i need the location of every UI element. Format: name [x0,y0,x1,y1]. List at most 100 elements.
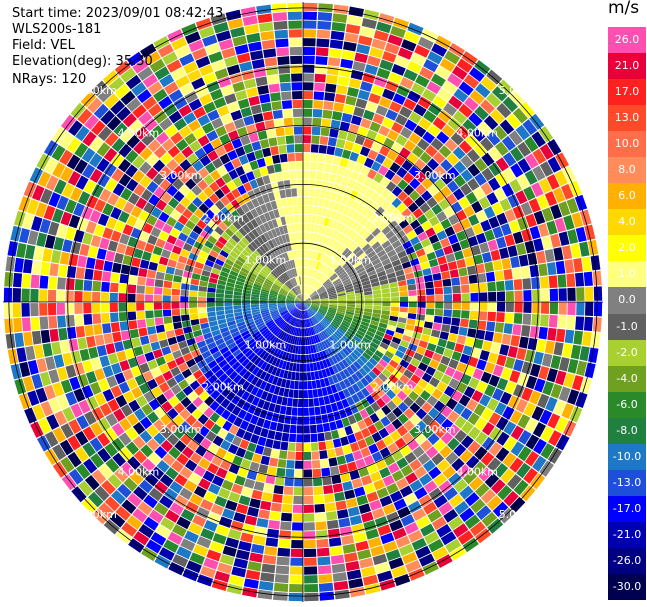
velocity-gate [214,495,228,508]
velocity-gate [430,73,446,87]
velocity-gate [289,279,295,288]
velocity-gate [260,307,269,312]
velocity-gate [225,241,235,251]
velocity-gate [303,91,314,100]
velocity-gate [359,355,368,364]
velocity-gate [479,394,491,407]
velocity-gate [317,310,326,316]
velocity-gate [312,477,323,487]
velocity-gate [325,209,333,218]
velocity-gate [189,230,200,241]
velocity-gate [324,493,335,503]
velocity-gate [309,327,314,336]
velocity-gate [281,162,289,172]
velocity-gate [279,254,285,263]
velocity-gate [152,159,166,173]
velocity-gate [467,412,480,426]
velocity-gate [294,287,299,295]
velocity-gate [547,262,557,276]
velocity-gate [210,169,221,181]
velocity-gate [490,342,501,354]
velocity-gate [296,336,300,346]
velocity-gate [532,422,547,438]
velocity-gate [61,183,75,198]
velocity-gate [247,274,256,281]
velocity-gate [436,211,448,223]
velocity-gate [259,93,271,104]
velocity-gate [150,466,165,480]
velocity-gate [403,184,415,196]
velocity-gate [359,26,375,38]
velocity-gate [387,249,397,258]
velocity-gate [339,370,347,380]
velocity-gate [425,314,434,323]
velocity-gate [503,323,513,335]
velocity-gate [331,355,338,365]
velocity-gate [193,432,205,445]
velocity-gate [287,206,294,215]
velocity-gate [218,275,228,282]
velocity-gate [294,381,299,390]
velocity-gate [388,72,403,84]
velocity-gate [341,275,350,282]
velocity-gate [286,303,295,306]
velocity-gate [198,312,208,319]
velocity-gate [175,138,189,152]
velocity-gate [227,528,242,540]
velocity-gate [109,512,126,528]
velocity-gate [469,90,485,105]
velocity-gate [357,252,367,261]
velocity-gate [307,309,313,317]
velocity-gate [303,337,306,346]
velocity-gate [185,236,196,246]
velocity-gate [532,148,547,165]
velocity-gate [269,421,278,431]
velocity-gate [296,179,303,188]
velocity-gate [453,174,467,188]
velocity-gate [330,334,338,343]
velocity-gate [330,554,345,565]
velocity-gate [224,93,237,105]
velocity-gate [131,82,147,97]
velocity-gate [463,205,475,218]
velocity-gate [372,313,381,319]
velocity-gate [375,409,386,420]
velocity-gate [303,302,311,306]
velocity-gate [213,21,229,34]
velocity-gate [334,174,344,185]
velocity-gate [237,467,249,478]
velocity-gate [376,21,392,34]
velocity-gate [164,273,174,282]
velocity-gate [368,237,378,247]
velocity-gate [442,80,458,95]
velocity-gate [125,74,142,90]
velocity-gate [268,306,278,310]
velocity-gate [104,496,120,512]
velocity-gate [279,290,288,295]
velocity-gate [332,572,348,582]
velocity-gate [381,310,390,316]
velocity-gate [291,73,303,82]
velocity-gate [303,302,311,306]
velocity-gate [303,294,306,302]
velocity-gate [376,398,386,409]
velocity-gate [488,216,500,229]
velocity-gate [43,384,56,400]
velocity-gate [259,166,269,177]
velocity-gate [303,295,308,302]
velocity-gate [201,380,212,391]
velocity-gate [246,383,255,394]
velocity-gate [250,302,259,305]
velocity-gate [124,348,136,360]
velocity-gate [285,271,291,280]
site-label: WLS200s-181 [12,22,102,37]
velocity-gate [186,402,197,414]
velocity-gate [316,361,322,371]
velocity-gate [259,224,267,234]
velocity-gate [346,197,355,208]
velocity-gate [353,532,367,543]
colorbar-segment [608,495,646,523]
velocity-gate [394,350,405,359]
velocity-gate [340,258,349,267]
velocity-gate [363,176,373,188]
